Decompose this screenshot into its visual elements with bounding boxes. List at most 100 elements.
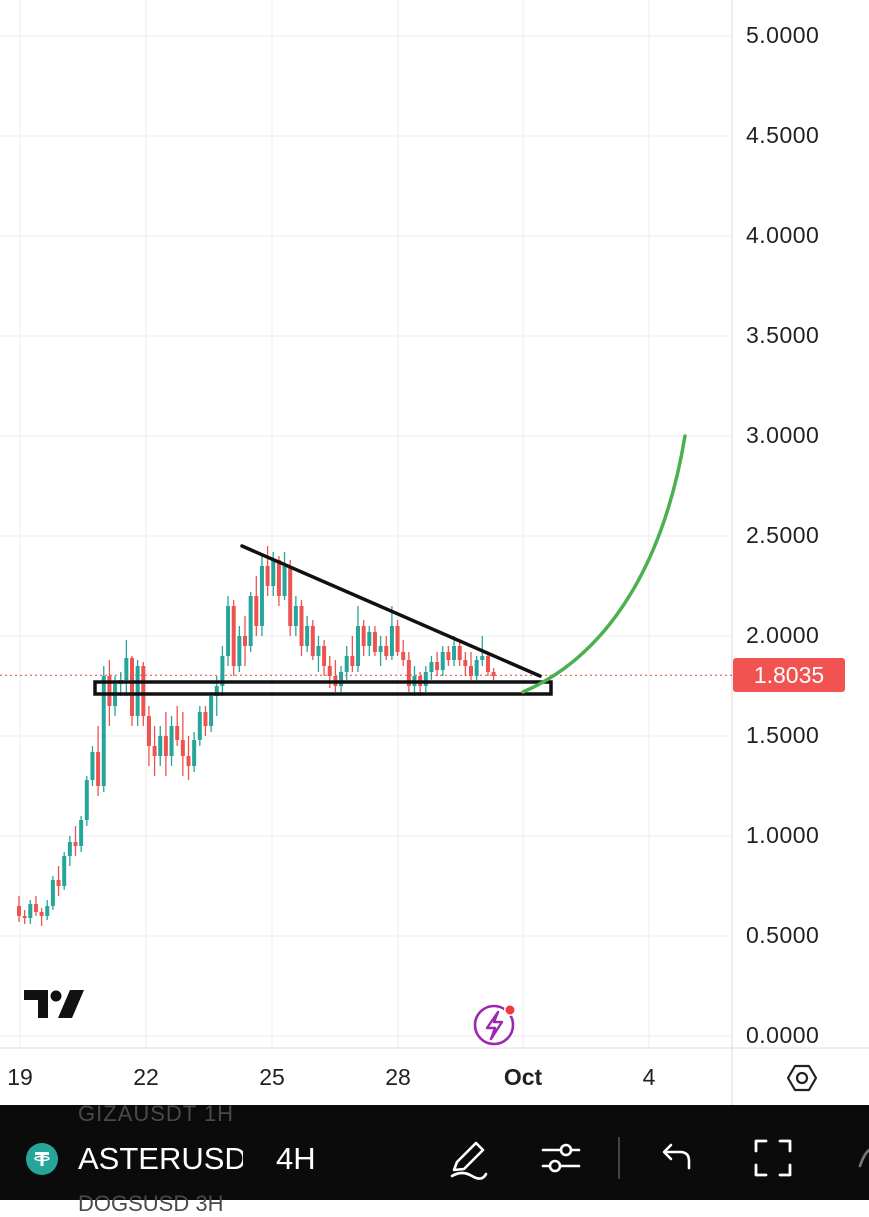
candle bbox=[384, 636, 389, 660]
candle-body bbox=[175, 726, 180, 740]
candle-body bbox=[73, 842, 78, 846]
candle-body bbox=[452, 646, 457, 660]
price-tick-label: 4.0000 bbox=[746, 222, 820, 248]
grid-lines bbox=[0, 0, 869, 1105]
descending-trendline[interactable] bbox=[240, 544, 542, 678]
candle-body bbox=[158, 736, 163, 756]
fullscreen-icon[interactable] bbox=[748, 1133, 798, 1183]
projection-curve[interactable] bbox=[521, 434, 687, 694]
price-tick-label: 2.5000 bbox=[746, 522, 820, 548]
candle bbox=[491, 668, 496, 680]
candle bbox=[367, 626, 372, 656]
candle bbox=[231, 600, 236, 676]
candle-body bbox=[299, 606, 304, 646]
candle-body bbox=[254, 596, 259, 626]
candle-body bbox=[101, 676, 106, 786]
candle bbox=[452, 636, 457, 666]
candle-body bbox=[423, 672, 428, 686]
candle-body bbox=[84, 780, 89, 820]
candle-body bbox=[389, 626, 394, 656]
candle-body bbox=[474, 660, 479, 676]
candle bbox=[243, 616, 247, 666]
candle bbox=[90, 746, 95, 786]
candle bbox=[333, 660, 338, 692]
candle-body bbox=[271, 560, 276, 586]
current-price-badge: 1.8035 bbox=[733, 658, 845, 692]
settings-icon[interactable] bbox=[786, 1062, 818, 1094]
candle-body bbox=[39, 912, 44, 916]
candle bbox=[276, 556, 281, 606]
candle bbox=[322, 640, 327, 676]
undo-icon[interactable] bbox=[650, 1133, 700, 1183]
candle bbox=[22, 910, 27, 924]
candle bbox=[130, 656, 134, 726]
candle bbox=[339, 666, 344, 692]
date-tick-label: 19 bbox=[7, 1064, 33, 1090]
candle bbox=[33, 896, 38, 916]
candle-body bbox=[90, 752, 95, 780]
price-chart[interactable] bbox=[0, 0, 869, 1105]
date-tick-label: 22 bbox=[133, 1064, 159, 1090]
candle bbox=[56, 866, 61, 896]
candle-body bbox=[28, 904, 33, 918]
candle-body bbox=[214, 686, 219, 696]
more-icon[interactable] bbox=[846, 1133, 869, 1183]
indicators-icon[interactable] bbox=[536, 1133, 586, 1183]
candle-body bbox=[50, 880, 55, 906]
candle bbox=[96, 726, 101, 796]
candle-body bbox=[67, 842, 72, 856]
chart-area[interactable]: 5.0000 4.5000 4.0000 3.5000 3.0000 2.5000 2.00… bbox=[0, 0, 869, 1105]
candle-body bbox=[372, 632, 377, 652]
symbol-list-ghost-item: GIZAUSDT 1H bbox=[78, 1101, 235, 1126]
candle bbox=[39, 908, 44, 926]
candle bbox=[175, 706, 180, 746]
candle-body bbox=[141, 666, 146, 716]
price-tick-label: 3.0000 bbox=[746, 422, 820, 448]
interval-selector[interactable]: 4H bbox=[276, 1141, 316, 1176]
candle bbox=[62, 852, 67, 890]
support-zone-box[interactable] bbox=[93, 680, 553, 696]
date-tick-label: 28 bbox=[385, 1064, 411, 1090]
candle-body bbox=[310, 626, 315, 656]
lightning-icon[interactable] bbox=[473, 1002, 519, 1053]
candle bbox=[310, 620, 315, 660]
candle-body bbox=[339, 672, 344, 686]
candle-body bbox=[243, 636, 247, 646]
candle bbox=[237, 626, 242, 672]
candle bbox=[50, 876, 55, 910]
drawings[interactable] bbox=[93, 434, 687, 696]
symbol-selector[interactable]: ASTERUSDT bbox=[78, 1141, 243, 1176]
candle bbox=[457, 640, 462, 666]
candle-body bbox=[130, 658, 134, 716]
candle bbox=[350, 636, 355, 672]
candle bbox=[485, 652, 490, 676]
candle-body bbox=[79, 820, 84, 846]
candle-body bbox=[316, 646, 321, 656]
candle bbox=[429, 656, 434, 680]
price-tick-label: 5.0000 bbox=[746, 22, 820, 48]
candle-body bbox=[203, 712, 208, 726]
candle bbox=[152, 726, 157, 776]
candle bbox=[395, 620, 400, 656]
draw-icon[interactable] bbox=[443, 1133, 493, 1183]
candle bbox=[356, 606, 360, 672]
candle-body bbox=[152, 746, 157, 756]
candle bbox=[197, 706, 202, 746]
candle-body bbox=[186, 756, 191, 766]
candle bbox=[440, 646, 445, 676]
candle-body bbox=[395, 626, 400, 652]
candle-body bbox=[457, 646, 462, 660]
candle bbox=[248, 592, 253, 652]
candle-body bbox=[33, 904, 38, 912]
candle-body bbox=[56, 880, 61, 886]
candle-body bbox=[169, 726, 174, 756]
candle-body bbox=[288, 566, 293, 626]
candle-body bbox=[384, 646, 389, 656]
candle bbox=[265, 546, 270, 596]
candle bbox=[305, 616, 310, 652]
candle bbox=[293, 596, 298, 636]
candle bbox=[423, 666, 428, 692]
tether-icon bbox=[26, 1143, 58, 1175]
candle-body bbox=[406, 660, 411, 686]
candle bbox=[389, 606, 394, 660]
